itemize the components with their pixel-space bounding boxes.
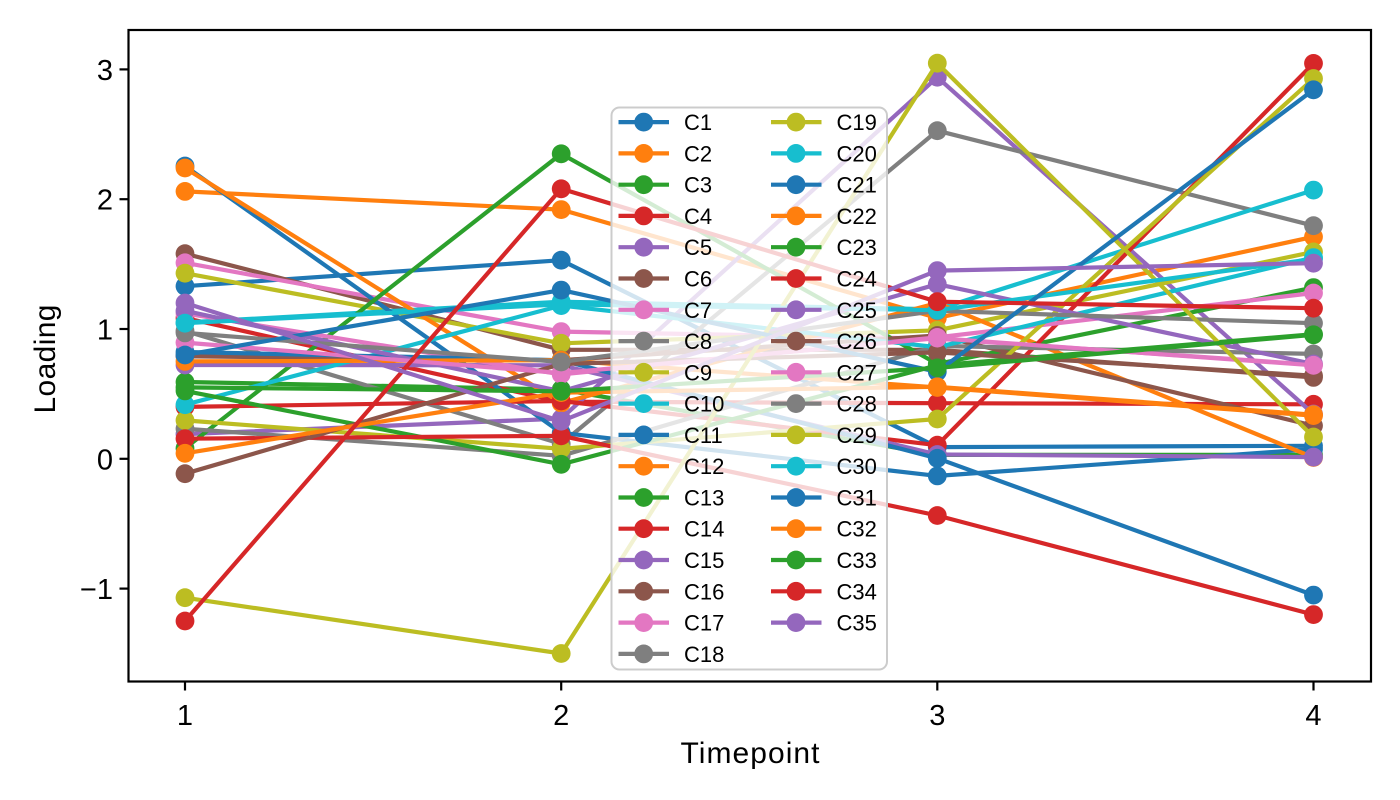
- svg-text:C15: C15: [684, 548, 724, 573]
- svg-text:C14: C14: [684, 517, 724, 542]
- svg-text:C6: C6: [684, 267, 712, 292]
- svg-text:C7: C7: [684, 298, 712, 323]
- svg-text:4: 4: [1305, 700, 1321, 732]
- svg-text:C2: C2: [684, 141, 712, 166]
- svg-text:C27: C27: [837, 360, 877, 385]
- svg-text:C9: C9: [684, 360, 712, 385]
- svg-text:Timepoint: Timepoint: [681, 737, 821, 770]
- svg-text:C5: C5: [684, 235, 712, 260]
- svg-text:−1: −1: [80, 574, 113, 606]
- svg-text:3: 3: [97, 55, 113, 87]
- svg-text:C8: C8: [684, 329, 712, 354]
- svg-text:1: 1: [97, 315, 113, 347]
- svg-text:C25: C25: [837, 298, 877, 323]
- svg-text:1: 1: [177, 700, 193, 732]
- svg-text:C13: C13: [684, 486, 724, 511]
- svg-text:C20: C20: [837, 141, 877, 166]
- svg-text:C34: C34: [837, 579, 877, 604]
- svg-text:C17: C17: [684, 611, 724, 636]
- svg-text:C11: C11: [684, 423, 723, 448]
- svg-text:C35: C35: [837, 611, 877, 636]
- svg-text:C18: C18: [684, 642, 724, 667]
- svg-text:C12: C12: [684, 454, 724, 479]
- svg-text:C3: C3: [684, 173, 712, 198]
- svg-text:C26: C26: [837, 329, 877, 354]
- svg-text:Loading: Loading: [29, 305, 62, 414]
- svg-text:C10: C10: [684, 392, 724, 417]
- svg-text:C22: C22: [837, 204, 877, 229]
- svg-text:C23: C23: [837, 235, 877, 260]
- svg-text:C21: C21: [837, 173, 877, 198]
- svg-text:C28: C28: [837, 392, 877, 417]
- svg-text:C29: C29: [837, 423, 877, 448]
- svg-text:3: 3: [929, 700, 945, 732]
- svg-text:C32: C32: [837, 517, 877, 542]
- svg-text:C4: C4: [684, 204, 712, 229]
- svg-text:C19: C19: [837, 110, 877, 135]
- svg-text:C30: C30: [837, 454, 877, 479]
- svg-text:2: 2: [553, 700, 569, 732]
- svg-text:C1: C1: [684, 110, 712, 135]
- svg-text:C24: C24: [837, 267, 877, 292]
- svg-text:2: 2: [97, 185, 113, 217]
- svg-text:C16: C16: [684, 579, 724, 604]
- svg-text:C33: C33: [837, 548, 877, 573]
- svg-text:0: 0: [97, 444, 113, 476]
- svg-text:C31: C31: [837, 486, 877, 511]
